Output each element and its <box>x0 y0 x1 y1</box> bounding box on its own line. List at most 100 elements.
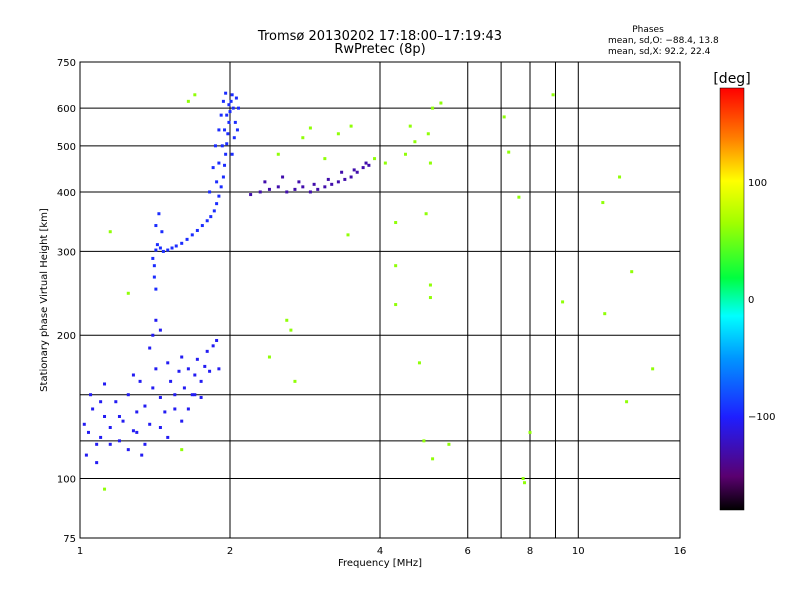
echo-point <box>230 93 234 97</box>
echo-point <box>349 124 353 128</box>
echo-point <box>281 175 285 179</box>
echo-point <box>190 233 194 237</box>
echo-point <box>349 175 353 179</box>
echo-point <box>225 142 229 146</box>
echo-point <box>221 175 225 179</box>
echo-point <box>601 201 605 205</box>
echo-point <box>225 113 229 117</box>
echo-point <box>221 99 225 103</box>
echo-point <box>169 379 173 383</box>
echo-point <box>180 241 184 245</box>
echo-point <box>95 461 99 465</box>
echo-point <box>224 152 228 156</box>
echo-point <box>126 448 130 452</box>
x-tick-label: 4 <box>377 546 383 557</box>
echo-point <box>231 106 235 110</box>
echo-point <box>143 442 147 446</box>
y-tick-label: 200 <box>57 331 76 342</box>
echo-point <box>219 185 223 189</box>
y-tick-label: 75 <box>63 534 76 545</box>
echo-point <box>217 367 221 371</box>
echo-point <box>502 115 506 119</box>
echo-point <box>148 346 152 350</box>
echo-point <box>336 180 340 184</box>
echo-point <box>114 400 118 404</box>
echo-point <box>346 233 350 237</box>
echo-point <box>352 168 356 172</box>
echo-point <box>108 230 112 234</box>
echo-point <box>154 367 158 371</box>
echo-point <box>158 425 162 429</box>
echo-point <box>193 93 197 97</box>
echo-point <box>428 161 432 165</box>
echo-point <box>84 453 88 457</box>
echo-point <box>215 202 219 206</box>
echo-point <box>217 194 221 198</box>
echo-point <box>126 291 130 295</box>
echo-point <box>108 425 112 429</box>
echo-point <box>208 190 212 194</box>
colorbar-label: [deg] <box>713 71 750 87</box>
plot-frame <box>79 61 681 539</box>
echo-point <box>151 333 155 337</box>
echo-point <box>507 150 511 154</box>
echo-point <box>121 419 125 423</box>
echo-point <box>431 457 435 461</box>
echo-point <box>285 190 289 194</box>
chart-title: Tromsø 20130202 17:18:00–17:19:43 <box>257 29 502 44</box>
echo-point <box>219 113 223 117</box>
echo-point <box>213 144 217 148</box>
echo-point <box>99 400 103 404</box>
echo-point <box>203 364 207 368</box>
echo-point <box>223 128 227 132</box>
echo-point <box>161 249 165 253</box>
echo-point <box>289 328 293 332</box>
echo-point <box>361 166 365 170</box>
echo-point <box>163 410 167 414</box>
echo-point <box>173 407 177 411</box>
echo-point <box>330 182 334 186</box>
echo-point <box>551 93 555 97</box>
echo-point <box>190 393 194 397</box>
echo-point <box>228 110 232 114</box>
echo-point <box>373 157 377 161</box>
echo-point <box>195 228 199 232</box>
echo-point <box>355 170 359 174</box>
echo-point <box>99 435 103 439</box>
echo-point <box>428 296 432 300</box>
echo-point <box>220 144 224 148</box>
echo-point <box>186 367 190 371</box>
echo-point <box>211 166 215 170</box>
x-tick-label: 16 <box>674 546 687 557</box>
echo-point <box>108 442 112 446</box>
echo-point <box>180 419 184 423</box>
colorbar-tick-label: −100 <box>748 412 775 423</box>
echo-point <box>154 318 158 322</box>
echo-point <box>158 395 162 399</box>
echo-point <box>227 120 231 124</box>
echo-point <box>267 355 271 359</box>
echo-point <box>249 193 253 197</box>
echo-point <box>166 248 170 252</box>
y-tick-label: 750 <box>57 58 76 69</box>
echo-point <box>138 379 142 383</box>
echo-point <box>426 132 430 136</box>
echo-point <box>148 422 152 426</box>
echo-point <box>230 152 234 156</box>
echo-point <box>521 477 525 481</box>
echo-point <box>135 410 139 414</box>
echo-point <box>258 190 262 194</box>
echo-point <box>199 395 203 399</box>
echo-point <box>208 369 212 373</box>
echo-point <box>126 393 130 397</box>
echo-point <box>160 230 164 234</box>
echo-point <box>229 99 233 103</box>
echo-point <box>308 190 312 194</box>
echo-point <box>424 212 428 216</box>
echo-point <box>212 209 216 213</box>
echo-point <box>227 103 231 107</box>
echo-point <box>285 318 289 322</box>
echo-point <box>523 481 527 485</box>
echo-point <box>180 448 184 452</box>
